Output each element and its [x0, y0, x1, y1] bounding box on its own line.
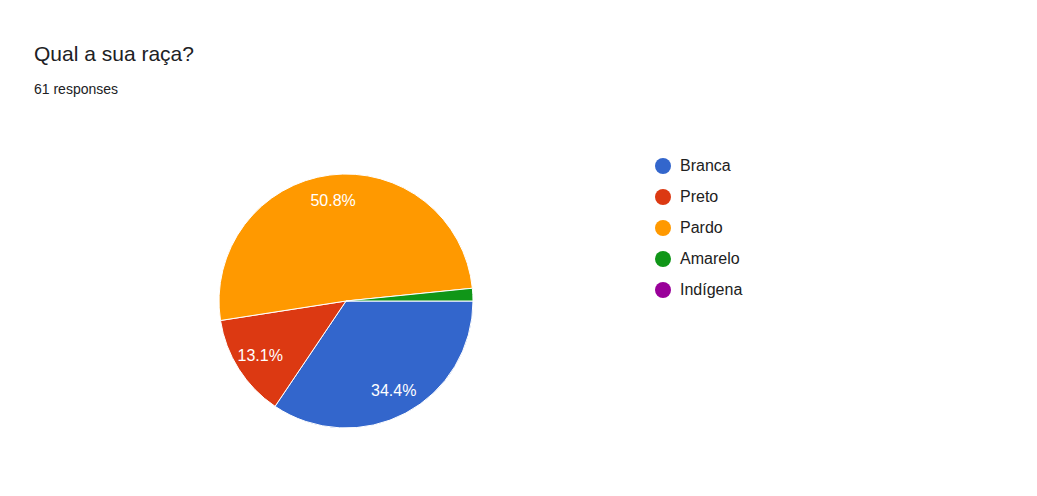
- html-text:Pardo: Pardo: [680, 218, 723, 236]
- svg-text:50.8%: 50.8%: [310, 192, 355, 209]
- html-text:Amarelo: Amarelo: [680, 249, 740, 267]
- html-text:61 responses: 61 responses: [34, 81, 119, 97]
- svg-text:34.4%: 34.4%: [371, 382, 416, 399]
- html-text:Preto: Preto: [680, 187, 719, 205]
- html-text:Branca: Branca: [680, 156, 731, 174]
- html-text:Indígena: Indígena: [680, 280, 743, 298]
- svg-text:13.1%: 13.1%: [238, 347, 283, 364]
- html-text:Qual a sua raça?: Qual a sua raça?: [34, 42, 194, 65]
